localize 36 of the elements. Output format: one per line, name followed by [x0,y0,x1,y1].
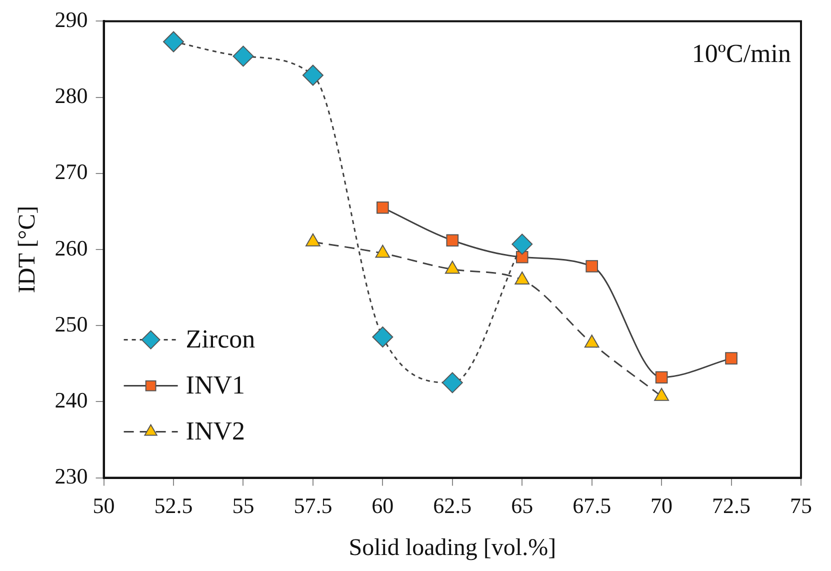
point [725,352,738,364]
y-tick-label: 260 [54,235,88,260]
point [302,64,324,86]
x-tick-label: 65 [511,492,534,518]
point [372,326,394,348]
y-tick-label: 270 [54,159,88,184]
x-tick-label: 70 [650,492,673,518]
annotation: 10ºC/min [692,39,791,68]
legend-label: INV1 [186,370,246,400]
y-tick-label: 230 [54,464,88,489]
x-tick-label: 50 [92,492,115,518]
y-axis-title: IDT [°C] [14,206,41,294]
point [512,234,533,255]
x-tick-label: 52.5 [154,492,193,518]
y-tick-label: 240 [54,387,88,412]
point [446,234,459,247]
x-tick-label: 55 [232,492,254,518]
point [442,372,463,394]
point [516,250,528,264]
x-tick-label: 75 [790,492,812,518]
y-tick-label: 290 [54,6,88,32]
y-tick-label: 280 [54,83,88,108]
x-tick-label: 72.5 [712,492,751,518]
point [232,46,254,67]
legend-label: INV2 [186,416,246,446]
x-tick-label: 67.5 [572,492,612,518]
point [376,201,389,214]
x-tick-label: 57.5 [294,492,332,518]
legend-label: Zircon [186,324,256,354]
point [655,371,668,384]
x-tick-label: 62.5 [433,492,472,518]
x-tick-label: 60 [372,492,394,518]
point [586,260,598,272]
y-tick-label: 250 [54,311,88,336]
point [163,31,184,52]
x-axis-title: Solid loading [vol.%] [348,534,556,561]
